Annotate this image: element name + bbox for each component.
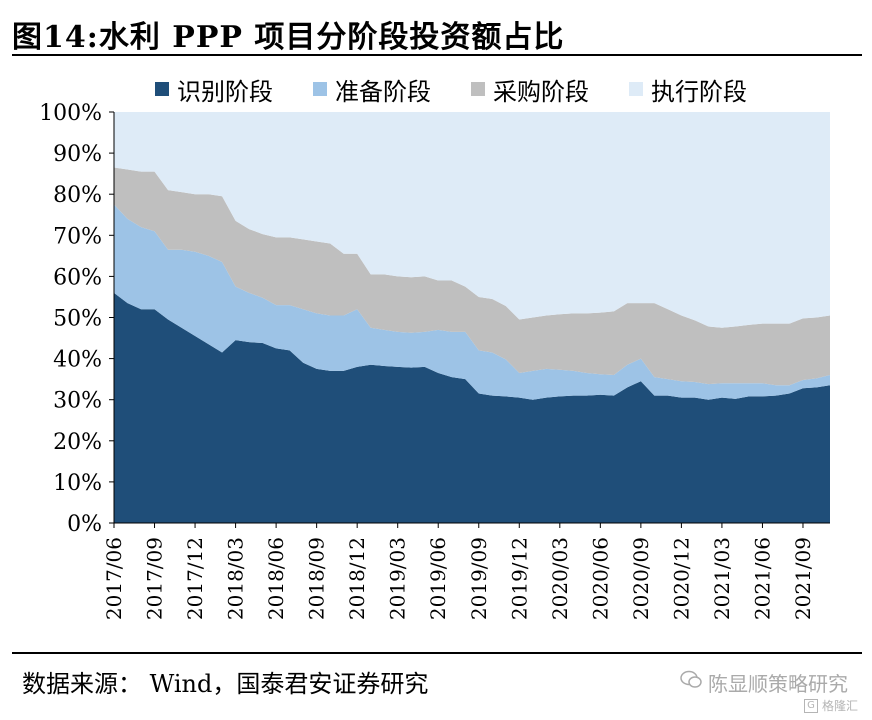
y-tick-label: 60%	[53, 265, 102, 290]
legend-label-0: 识别阶段	[177, 77, 273, 106]
x-tick-label: 2020/03	[548, 537, 572, 620]
legend-label-1: 准备阶段	[335, 77, 431, 106]
legend-item-3: 执行阶段	[629, 72, 747, 107]
legend-swatch-1	[313, 82, 327, 96]
y-tick-label: 30%	[53, 389, 102, 414]
legend-label-2: 采购阶段	[493, 77, 589, 106]
x-tick-label: 2020/06	[588, 537, 612, 620]
x-tick-label: 2019/03	[386, 537, 410, 620]
x-tick-label: 2021/09	[791, 537, 815, 620]
legend-item-0: 识别阶段	[155, 72, 273, 107]
chart-title: 图14:水利 PPP 项目分阶段投资额占比	[12, 20, 565, 55]
legend-item-2: 采购阶段	[471, 72, 589, 107]
x-tick-label: 2018/03	[224, 537, 248, 620]
area-series-2	[114, 167, 830, 386]
legend-swatch-3	[629, 82, 643, 96]
stacked-area-chart: 0% 10% 20% 30% 40% 50% 60% 70% 80% 90% 100% 2017/06…	[39, 101, 830, 620]
wechat-icon	[680, 670, 702, 695]
x-tick-label: 2017/06	[102, 537, 126, 620]
area-series-0	[114, 292, 830, 523]
legend-item-1: 准备阶段	[313, 72, 431, 107]
x-tick-label: 2021/03	[710, 537, 734, 620]
legend-swatch-0	[155, 82, 169, 96]
x-tick-label: 2021/06	[750, 537, 774, 620]
x-tick-label: 2020/12	[669, 537, 693, 620]
legend-swatch-2	[471, 82, 485, 96]
y-tick-label: 90%	[53, 142, 102, 167]
footer-divider	[12, 652, 862, 654]
x-tick-label: 2018/06	[264, 537, 288, 620]
y-tick-label: 50%	[53, 307, 102, 332]
chart-legend: 识别阶段 准备阶段 采购阶段 执行阶段	[155, 72, 747, 107]
x-tick-label: 2020/09	[629, 537, 653, 620]
watermark-text: 陈显顺策略研究	[708, 672, 848, 696]
x-tick-label: 2019/09	[467, 537, 491, 620]
legend-label-3: 执行阶段	[651, 77, 747, 106]
logo-icon: G	[803, 698, 818, 713]
x-tick-label: 2018/09	[305, 537, 329, 620]
area-series-3	[114, 112, 830, 328]
x-tick-label: 2017/09	[143, 537, 167, 620]
source-note: 数据来源： Wind，国泰君安证券研究	[22, 670, 429, 698]
x-tick-label: 2019/06	[426, 537, 450, 620]
title-bar: 图14:水利 PPP 项目分阶段投资额占比	[12, 10, 862, 56]
watermark-sub-text: 格隆汇	[821, 699, 858, 713]
area-series-1	[114, 204, 830, 400]
watermark: 陈显顺策略研究	[680, 668, 848, 697]
y-tick-label: 40%	[53, 348, 102, 373]
x-tick-label: 2018/12	[345, 537, 369, 620]
x-tick-label: 2019/12	[507, 537, 531, 620]
y-tick-label: 20%	[53, 430, 102, 455]
y-tick-label: 100%	[39, 101, 102, 126]
y-tick-label: 0%	[67, 512, 102, 537]
y-tick-label: 10%	[53, 471, 102, 496]
x-tick-label: 2017/12	[183, 537, 207, 620]
watermark-sub: G 格隆汇	[803, 697, 858, 714]
y-tick-label: 70%	[53, 224, 102, 249]
y-tick-label: 80%	[53, 183, 102, 208]
